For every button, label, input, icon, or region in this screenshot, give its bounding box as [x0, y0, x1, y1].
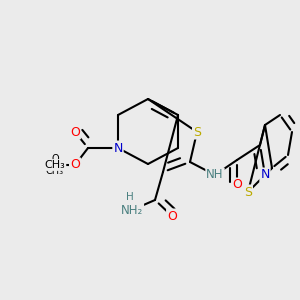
Text: O: O [70, 158, 80, 172]
Text: O: O [70, 158, 80, 172]
Text: S: S [193, 125, 201, 139]
Text: CH₃: CH₃ [45, 160, 65, 170]
Text: O: O [232, 178, 242, 191]
Text: O
CH₃: O CH₃ [46, 154, 64, 176]
Text: N: N [113, 142, 123, 154]
Text: H: H [126, 192, 134, 202]
Text: O: O [167, 209, 177, 223]
Text: S: S [244, 185, 252, 199]
Text: N: N [260, 169, 270, 182]
Text: O: O [70, 125, 80, 139]
Text: NH₂: NH₂ [121, 203, 143, 217]
Text: NH: NH [206, 169, 224, 182]
